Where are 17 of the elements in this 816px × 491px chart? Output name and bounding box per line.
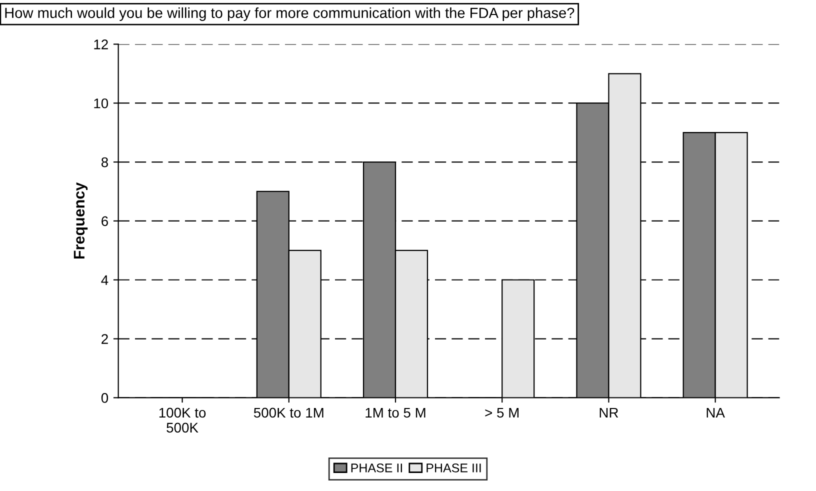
legend-label: PHASE II <box>351 464 402 472</box>
chart-title: How much would you be willing to pay for more communication with the FDA per phase? <box>5 7 574 21</box>
y-tick-label: 0 <box>101 393 108 403</box>
x-tick-label: 100K to 500K <box>159 408 206 433</box>
y-tick-label: 8 <box>101 157 108 168</box>
x-tick-label: 1M to 5 M <box>366 408 426 418</box>
x-tick-label: 500K to 1M <box>254 408 324 418</box>
x-tick-label: NA <box>706 408 725 418</box>
y-tick-label: 6 <box>102 216 108 226</box>
x-tick-label: > 5 M <box>485 408 519 418</box>
y-tick-label: 4 <box>101 275 108 285</box>
y-tick-label: 10 <box>94 98 108 108</box>
x-tick-label: NR <box>600 408 618 418</box>
legend-label: PHASE III <box>426 464 481 472</box>
y-axis-title: Frequency <box>74 182 88 259</box>
y-tick-label: 12 <box>94 40 108 50</box>
y-tick-label: 2 <box>102 334 108 344</box>
